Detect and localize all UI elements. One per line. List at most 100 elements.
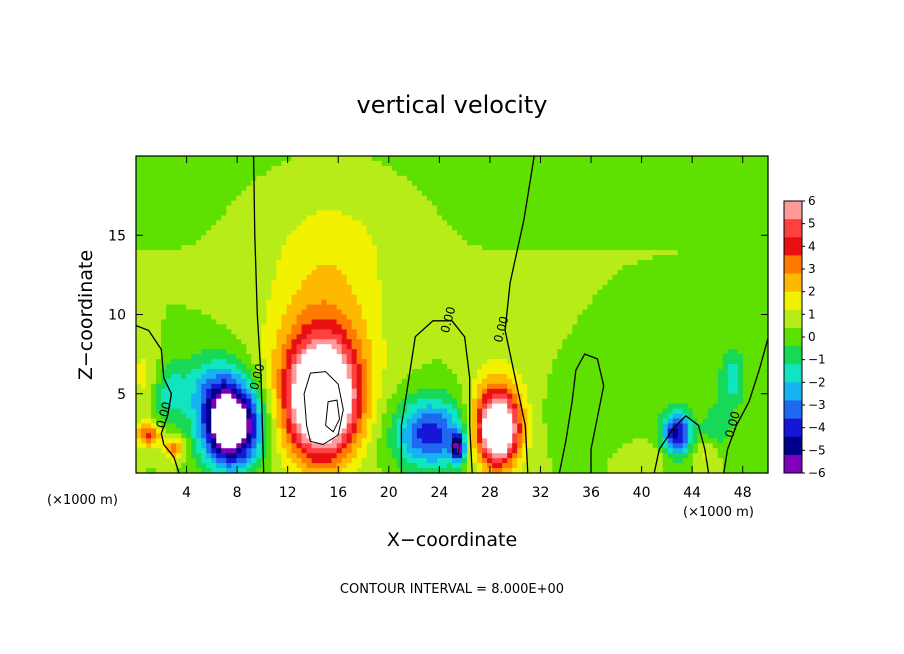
field-cell <box>191 240 197 246</box>
field-cell <box>527 215 533 221</box>
field-cell <box>647 220 654 226</box>
field-cell <box>331 274 338 281</box>
field-cell <box>381 180 388 187</box>
field-cell <box>366 240 373 246</box>
field-cell <box>752 264 759 271</box>
field-cell <box>206 304 212 311</box>
field-cell <box>537 289 543 296</box>
field-cell <box>577 210 584 217</box>
field-cell <box>196 269 202 276</box>
field-cell <box>667 299 674 306</box>
field-cell <box>512 160 518 167</box>
field-cell <box>441 235 448 241</box>
field-cell <box>722 200 729 207</box>
field-cell <box>457 274 463 281</box>
field-cell <box>291 210 298 217</box>
field-cell <box>572 225 578 231</box>
field-cell <box>446 269 453 276</box>
field-cell <box>737 245 744 251</box>
field-cell <box>446 299 453 306</box>
field-cell <box>241 309 247 316</box>
field-cell <box>181 289 187 296</box>
field-cell <box>572 289 578 296</box>
field-cell <box>537 210 543 217</box>
field-cell <box>592 170 599 177</box>
field-cell <box>321 269 328 276</box>
field-cell <box>577 289 584 296</box>
field-cell <box>562 180 568 187</box>
field-cell <box>542 334 548 340</box>
field-cell <box>356 279 363 286</box>
field-cell <box>647 205 654 212</box>
field-cell <box>517 319 523 325</box>
field-cell <box>567 210 573 217</box>
field-cell <box>692 205 699 212</box>
field-cell <box>487 334 493 340</box>
field-cell <box>552 334 558 340</box>
field-cell <box>662 225 669 231</box>
field-cell <box>426 255 433 261</box>
field-cell <box>146 165 152 172</box>
field-cell <box>502 160 508 167</box>
field-cell <box>657 279 664 286</box>
field-cell <box>426 339 433 345</box>
field-cell <box>462 240 468 246</box>
field-cell <box>717 264 724 271</box>
field-cell <box>512 175 518 182</box>
field-cell <box>436 195 443 202</box>
field-cell <box>597 255 604 261</box>
field-cell <box>206 205 212 212</box>
field-cell <box>467 260 473 266</box>
field-cell <box>231 170 237 177</box>
field-cell <box>742 250 749 256</box>
field-cell <box>261 314 268 321</box>
field-cell <box>477 156 483 162</box>
field-cell <box>191 255 197 261</box>
field-cell <box>747 156 754 162</box>
field-cell <box>687 339 694 345</box>
field-cell <box>326 156 333 162</box>
field-cell <box>717 156 724 162</box>
field-cell <box>271 269 278 276</box>
field-cell <box>211 205 217 212</box>
field-cell <box>346 200 353 207</box>
field-cell <box>236 284 242 291</box>
field-cell <box>216 289 222 296</box>
field-cell <box>502 269 508 276</box>
field-cell <box>722 269 729 276</box>
field-cell <box>396 339 403 345</box>
field-cell <box>512 319 518 325</box>
field-cell <box>462 324 468 330</box>
field-cell <box>747 274 754 281</box>
field-cell <box>376 304 383 311</box>
field-cell <box>637 304 644 311</box>
field-cell <box>161 284 167 291</box>
field-cell <box>682 190 689 197</box>
field-cell <box>577 185 584 192</box>
field-cell <box>276 269 283 276</box>
field-cell <box>467 165 473 172</box>
field-cell <box>376 250 383 256</box>
field-cell <box>311 299 318 306</box>
field-cell <box>321 180 328 187</box>
field-cell <box>702 344 709 350</box>
field-cell <box>206 284 212 291</box>
field-cell <box>712 339 719 345</box>
field-cell <box>502 165 508 172</box>
field-cell <box>617 180 624 187</box>
field-cell <box>296 299 303 306</box>
field-cell <box>617 175 624 182</box>
field-cell <box>141 160 147 167</box>
field-cell <box>261 329 268 335</box>
field-cell <box>341 230 348 236</box>
field-cell <box>577 269 584 276</box>
field-cell <box>241 225 247 231</box>
field-cell <box>607 260 614 266</box>
field-cell <box>206 215 212 221</box>
field-cell <box>136 180 142 187</box>
field-cell <box>421 225 428 231</box>
field-cell <box>151 195 157 202</box>
field-cell <box>737 334 744 340</box>
field-cell <box>742 309 749 316</box>
field-cell <box>607 294 614 301</box>
